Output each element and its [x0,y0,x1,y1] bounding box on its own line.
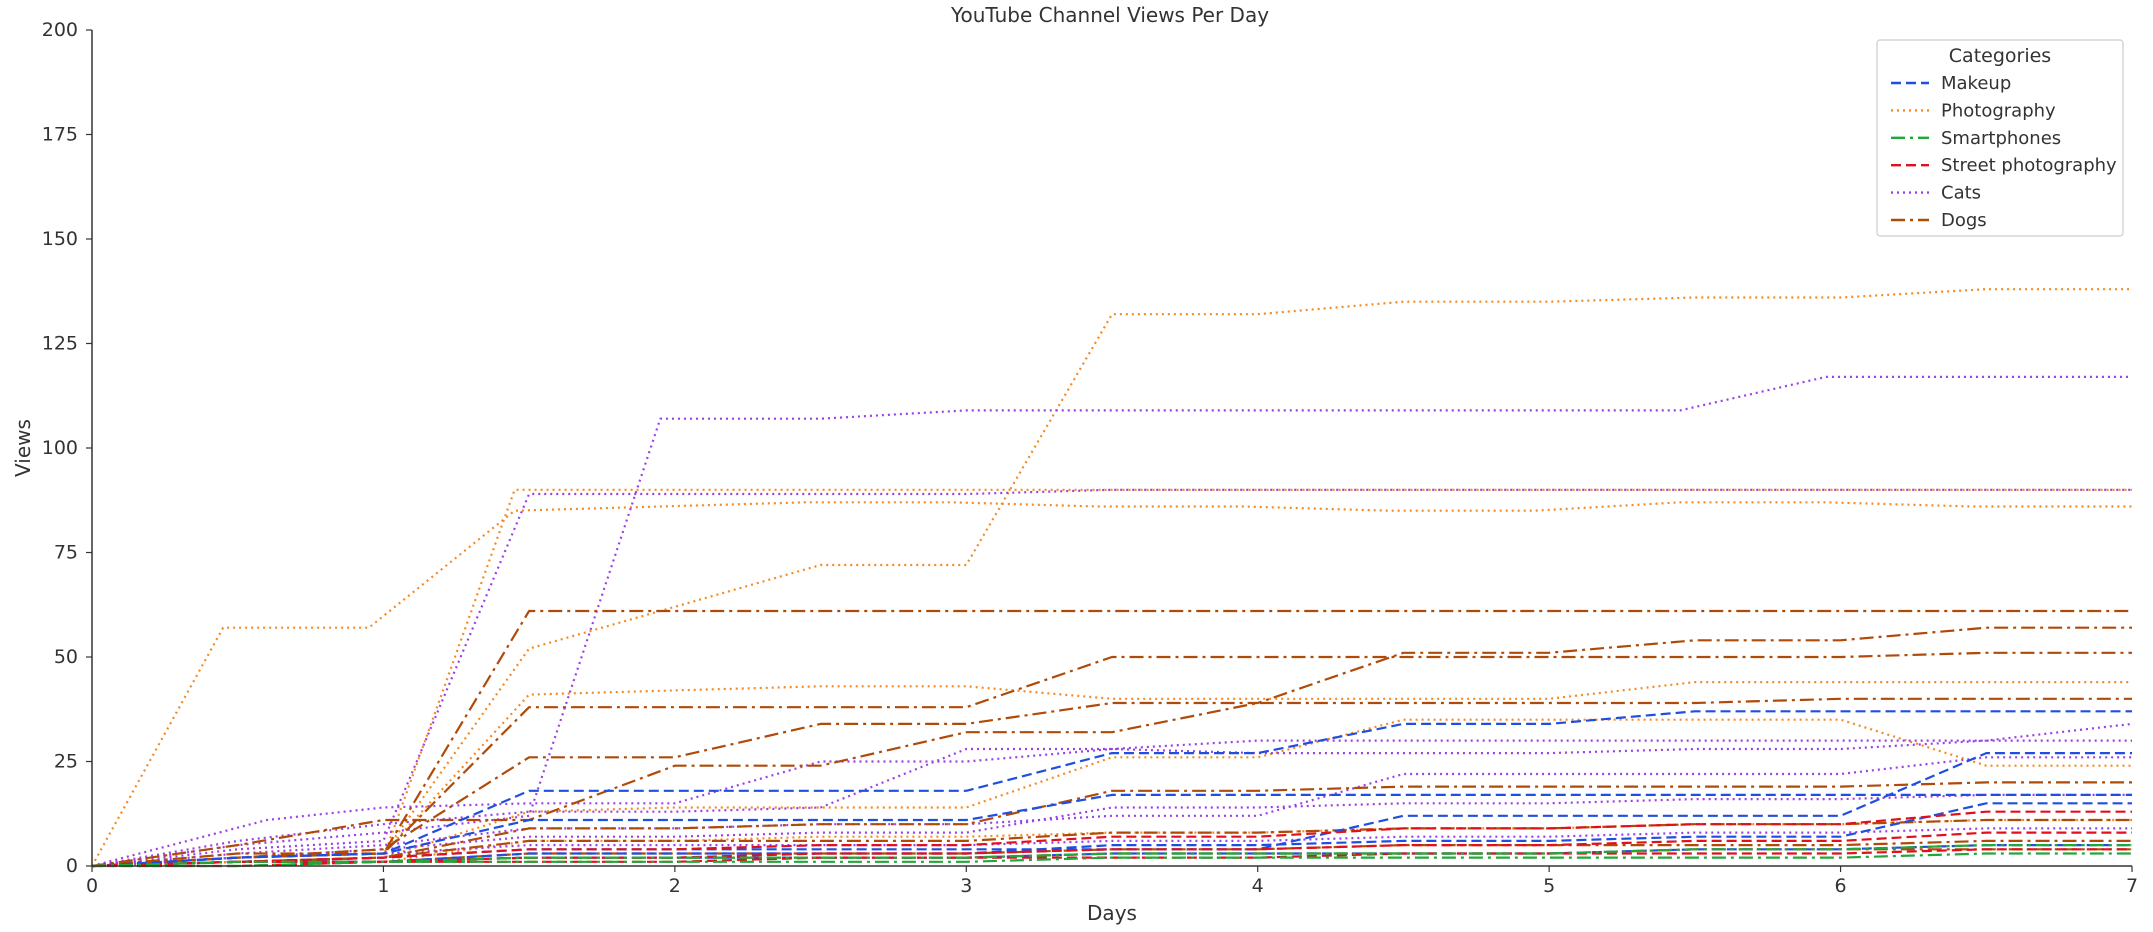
series-line-dogs [91,626,2132,868]
series-line-photography [91,501,2132,867]
legend-title: Categories [1949,45,2051,67]
series-line-makeup [91,802,2132,868]
series-layer [91,288,2133,868]
series-line-cats [91,375,2132,868]
series-line-dogs [91,609,2132,868]
series-line-photography [91,718,2132,868]
plot-area [91,30,2133,868]
x-tick-label: 3 [960,875,972,897]
series-line-street-photography [91,831,2132,868]
y-tick-label: 200 [42,19,78,41]
x-tick-label: 0 [86,875,98,897]
legend-entry-label: Makeup [1941,73,2011,94]
legend-entry-label: Street photography [1941,155,2117,176]
y-tick-label: 150 [42,228,78,250]
x-axis-ticks: 0 1 2 3 4 5 6 7 [86,866,2138,897]
y-axis-ticks: 0 25 50 75 100 125 150 175 200 [42,19,92,877]
legend-entry-label: Smartphones [1941,128,2061,149]
x-tick-label: 2 [669,875,681,897]
series-line-street-photography [91,810,2132,868]
plot-background [92,30,2132,866]
series-line-dogs [91,697,2132,868]
y-tick-label: 125 [42,333,78,355]
x-tick-label: 4 [1252,875,1264,897]
series-line-cats [91,827,2132,868]
chart-title: YouTube Channel Views Per Day [950,3,1269,27]
series-line-makeup [91,793,2132,868]
legend: Categories Makeup Photography Smartphones S… [1876,39,2124,237]
x-tick-label: 5 [1543,875,1555,897]
series-line-photography [91,488,2132,868]
y-tick-label: 75 [54,542,78,564]
series-line-photography [91,818,2132,868]
series-line-photography [91,680,2132,868]
y-tick-label: 175 [42,124,78,146]
legend-items: Makeup Photography Smartphones Street photo… [1891,73,2117,231]
legend-box [1876,39,2124,237]
series-line-makeup [91,710,2132,868]
x-axis-label: Days [1087,901,1137,925]
series-line-dogs [91,651,2132,868]
legend-entry-label: Cats [1941,183,1981,204]
x-tick-label: 6 [1835,875,1847,897]
y-tick-label: 50 [54,646,78,668]
y-tick-label: 25 [54,751,78,773]
x-tick-label: 7 [2126,875,2138,897]
y-tick-label: 100 [42,437,78,459]
series-line-smartphones [92,852,2132,868]
series-line-dogs [91,781,2132,868]
y-axis-label: Views [11,419,35,477]
series-line-cats [91,739,2132,868]
legend-entry-label: Photography [1941,100,2056,121]
legend-entry-label: Dogs [1941,210,1987,231]
series-line-smartphones [91,843,2132,868]
series-line-photography [91,288,2132,868]
y-tick-label: 0 [66,855,78,877]
x-tick-label: 1 [377,875,389,897]
